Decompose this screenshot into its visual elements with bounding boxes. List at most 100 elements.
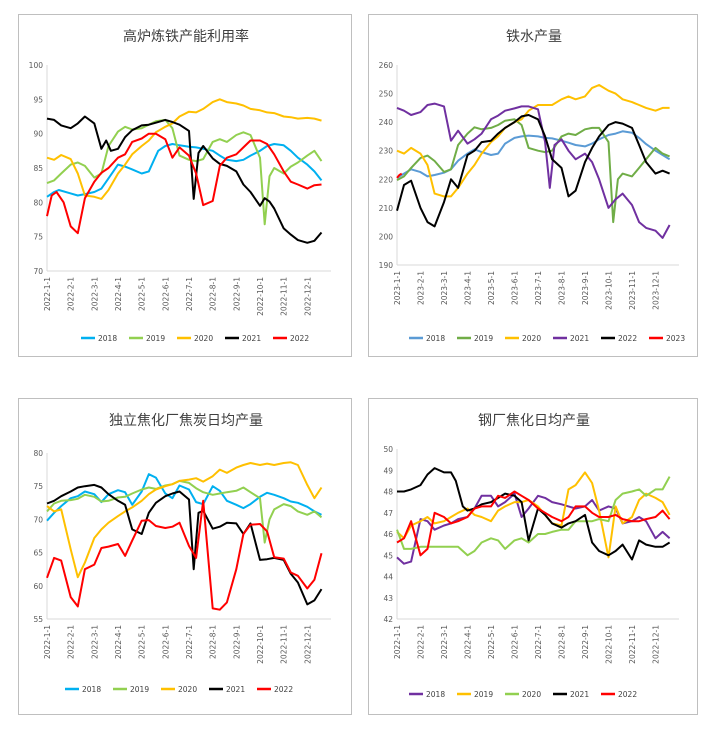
series-line-2020: [396, 84, 670, 198]
x-tick-label: 2022-9-1: [581, 625, 590, 659]
legend-label-2020: 2020: [522, 690, 541, 699]
x-tick-label: 2022-8-1: [209, 625, 218, 659]
y-tick-label: 55: [33, 615, 43, 624]
legend-label-2018: 2018: [426, 690, 445, 699]
x-tick-label: 2023-2-1: [417, 271, 426, 305]
y-tick-label: 70: [33, 515, 43, 524]
legend-label-2021: 2021: [242, 334, 261, 343]
legend-label-2018: 2018: [82, 685, 101, 694]
x-tick-label: 2022-5-1: [138, 625, 147, 659]
series-line-2018: [46, 473, 322, 522]
y-tick-label: 42: [383, 615, 393, 624]
chart-svg: 高炉炼铁产能利用率 70 75 80 85 90 95 100 2022-1-1 2022-2-1…: [29, 28, 331, 343]
y-tick-label: 75: [33, 233, 43, 242]
x-tick-label: 2023-9-1: [581, 271, 590, 305]
legend-label-2019: 2019: [474, 690, 493, 699]
x-tick-label: 2023-4-1: [464, 271, 473, 305]
y-tick-label: 43: [383, 594, 393, 603]
x-tick-label: 2023-5-1: [487, 271, 496, 305]
legend-label-2018: 2018: [98, 334, 117, 343]
y-tick-label: 240: [379, 118, 394, 127]
series-line-2022: [396, 114, 670, 228]
chart-panel-blast-furnace-utilization: 高炉炼铁产能利用率 70 75 80 85 90 95 100 2022-1-1 2022-2-1…: [18, 14, 352, 357]
chart-panel-independent-coking-daily-output: 独立焦化厂焦炭日均产量 55 60 65 70 75 80 2022-1-1 2022-2-1 2…: [18, 398, 352, 715]
y-tick-label: 75: [33, 482, 43, 491]
x-tick-label: 2022-5-1: [138, 277, 147, 311]
x-tick-label: 2022-12-1: [652, 625, 661, 664]
legend-label-2023: 2023: [666, 334, 685, 343]
series-line-2019: [46, 479, 323, 544]
x-tick-label: 2022-3-1: [440, 625, 449, 659]
x-tick-label: 2022-8-1: [209, 277, 218, 311]
legend-label-2020: 2020: [178, 685, 197, 694]
x-tick-label: 2022-1-1: [43, 277, 52, 311]
y-tick-label: 210: [379, 204, 394, 213]
series-line-2019: [46, 118, 323, 226]
x-tick-label: 2022-7-1: [185, 625, 194, 659]
x-tick-label: 2023-1-1: [393, 271, 402, 305]
y-tick-label: 45: [383, 551, 393, 560]
x-tick-label: 2023-8-1: [558, 271, 567, 305]
x-tick-label: 2022-3-1: [90, 277, 99, 311]
y-tick-label: 48: [383, 488, 393, 497]
chart-title: 铁水产量: [506, 29, 562, 45]
legend-label-2022: 2022: [290, 334, 309, 343]
series-line-2022: [46, 132, 322, 235]
x-tick-label: 2022-12-1: [303, 277, 312, 316]
x-tick-label: 2022-4-1: [464, 625, 473, 659]
x-tick-label: 2022-2-1: [67, 625, 76, 659]
series-line-2022: [46, 499, 323, 611]
x-tick-label: 2022-4-1: [114, 277, 123, 311]
y-tick-label: 80: [33, 449, 43, 458]
x-tick-label: 2022-11-1: [280, 277, 289, 316]
y-tick-label: 90: [33, 130, 43, 139]
x-tick-label: 2023-11-1: [628, 271, 637, 310]
legend-label-2020: 2020: [522, 334, 541, 343]
y-tick-label: 230: [379, 147, 394, 156]
x-tick-label: 2022-8-1: [558, 625, 567, 659]
series-line-2022: [396, 490, 671, 557]
legend-label-2019: 2019: [130, 685, 149, 694]
x-tick-label: 2022-6-1: [161, 625, 170, 659]
y-tick-label: 100: [29, 61, 44, 70]
y-tick-label: 85: [33, 164, 43, 173]
y-tick-label: 250: [379, 90, 394, 99]
chart-panel-steel-mill-coking-daily-output: 钢厂焦化日均产量 42 43 44 45 46 47 48 49 50 2022-1-1 2022-2…: [368, 398, 698, 715]
legend-label-2021: 2021: [570, 690, 589, 699]
x-tick-label: 2022-6-1: [161, 277, 170, 311]
x-tick-label: 2022-11-1: [280, 625, 289, 664]
x-tick-label: 2022-2-1: [67, 277, 76, 311]
x-tick-label: 2022-3-1: [90, 625, 99, 659]
chart-svg: 钢厂焦化日均产量 42 43 44 45 46 47 48 49 50 2022-1-1 2022-2…: [383, 413, 679, 699]
x-tick-label: 2022-1-1: [43, 625, 52, 659]
chart-title: 钢厂焦化日均产量: [478, 413, 590, 429]
x-tick-label: 2022-9-1: [232, 277, 241, 311]
chart-svg: 铁水产量 190 200 210 220 230 240 250 260 2023-1-1 2023…: [379, 29, 686, 343]
x-tick-label: 2022-7-1: [534, 625, 543, 659]
x-tick-label: 2022-10-1: [256, 277, 265, 316]
legend-label-2019: 2019: [146, 334, 165, 343]
series-line-2021: [396, 102, 671, 239]
x-tick-label: 2022-1-1: [393, 625, 402, 659]
y-tick-label: 46: [383, 530, 393, 539]
series-line-2020: [46, 98, 322, 200]
x-tick-label: 2022-2-1: [417, 625, 426, 659]
series-line-2023: [396, 172, 403, 179]
y-tick-label: 65: [33, 549, 43, 558]
y-tick-label: 60: [33, 582, 43, 591]
legend-label-2022: 2022: [618, 334, 637, 343]
x-tick-label: 2022-7-1: [185, 277, 194, 311]
y-tick-label: 95: [33, 95, 43, 104]
chart-svg: 独立焦化厂焦炭日均产量 55 60 65 70 75 80 2022-1-1 2022-2-1 2…: [33, 413, 331, 694]
y-tick-label: 200: [379, 232, 394, 241]
y-tick-label: 49: [383, 466, 393, 475]
chart-panel-hot-metal-output: 铁水产量 190 200 210 220 230 240 250 260 2023-1-1 2023…: [368, 14, 698, 357]
series-line-2020: [396, 476, 671, 557]
y-tick-label: 50: [383, 445, 393, 454]
legend-label-2019: 2019: [474, 334, 493, 343]
chart-title: 高炉炼铁产能利用率: [123, 28, 249, 45]
series-line-2021: [397, 467, 671, 561]
x-tick-label: 2023-10-1: [605, 271, 614, 310]
x-tick-label: 2022-4-1: [114, 625, 123, 659]
series-line-2021: [46, 483, 323, 606]
